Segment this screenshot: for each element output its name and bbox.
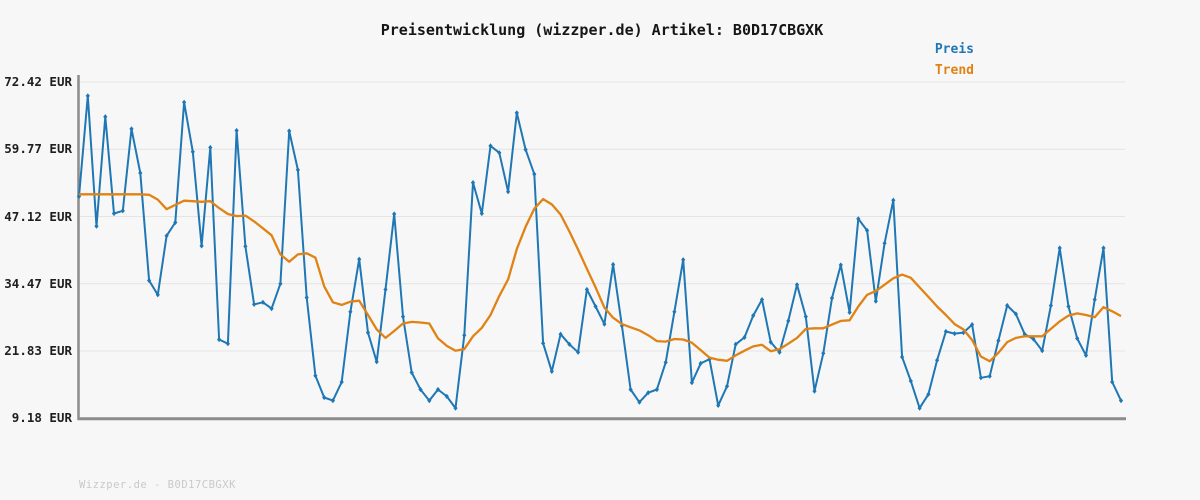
y-tick-label: 59.77 EUR <box>4 141 72 157</box>
gridlines <box>79 81 1125 419</box>
trend-line <box>79 193 1122 363</box>
y-tick-label: 47.12 EUR <box>4 208 72 224</box>
legend-item-preis[interactable]: Preis <box>934 42 974 57</box>
legend-item-trend[interactable]: Trend <box>934 63 974 78</box>
price-line <box>78 94 1122 410</box>
watermark: Wizzper.de - B0D17CBGXK <box>79 479 236 491</box>
y-tick-label: 21.83 EUR <box>4 343 72 359</box>
chart-title: Preisentwicklung (wizzper.de) Artikel: B… <box>380 21 824 39</box>
y-tick-label: 9.18 EUR <box>11 410 72 426</box>
y-tick-label: 72.42 EUR <box>4 74 72 89</box>
price-point-markers <box>76 93 1124 411</box>
legend: Preis Trend <box>935 39 974 81</box>
y-tick-label: 34.47 EUR <box>4 275 72 291</box>
